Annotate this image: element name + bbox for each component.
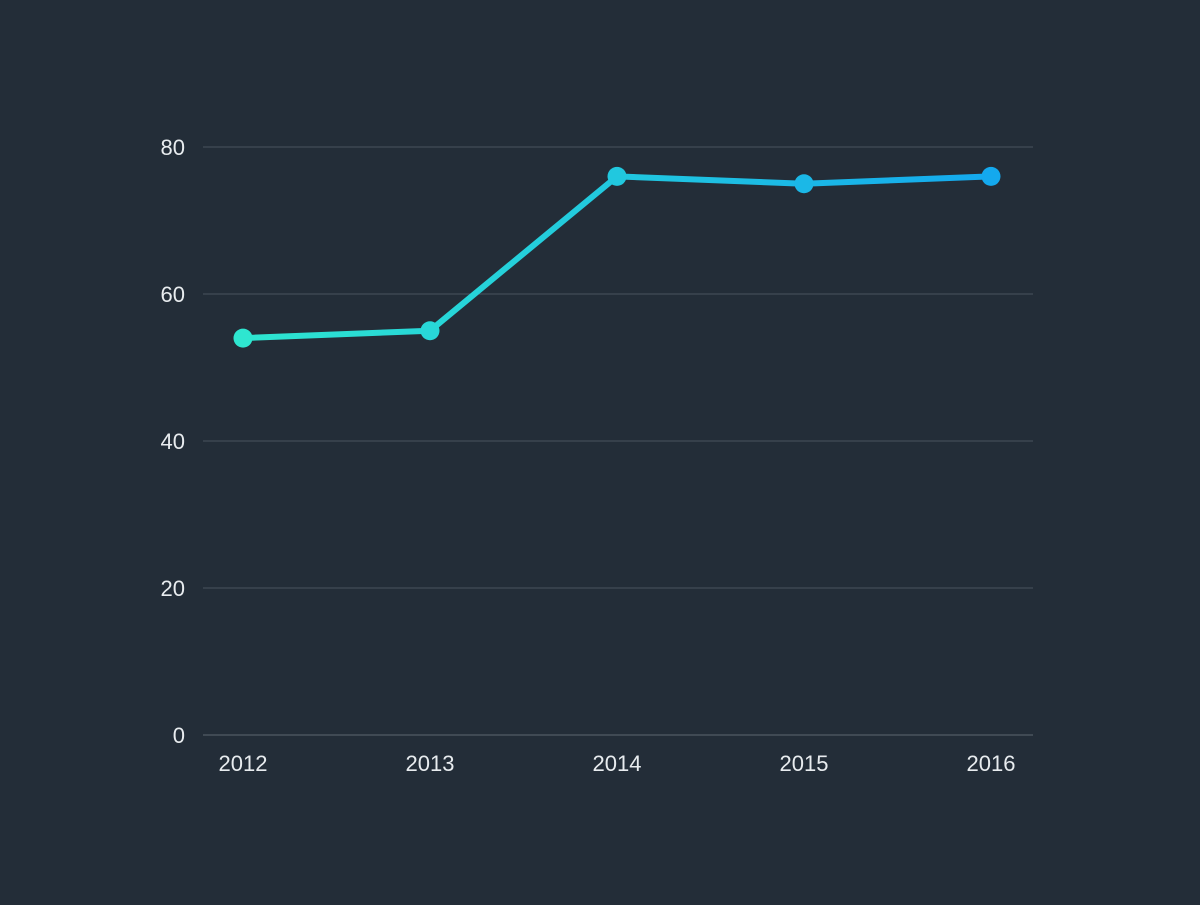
x-tick-label: 2016 [967,751,1016,776]
data-point [233,328,253,348]
data-point [607,166,627,186]
y-tick-label: 20 [161,576,185,601]
data-point [794,174,814,194]
y-tick-label: 60 [161,282,185,307]
y-tick-label: 0 [173,723,185,748]
series-line [240,173,994,342]
series-layer [233,166,1001,348]
data-point [420,321,440,341]
axis-layer: 0 20 40 60 80 2012 2013 2014 2015 2016 [161,135,1016,776]
x-tick-label: 2014 [593,751,642,776]
y-tick-label: 40 [161,429,185,454]
x-tick-label: 2015 [780,751,829,776]
x-tick-label: 2013 [406,751,455,776]
grid-layer [203,146,1033,736]
y-tick-label: 80 [161,135,185,160]
data-point [981,166,1001,186]
x-tick-label: 2012 [219,751,268,776]
